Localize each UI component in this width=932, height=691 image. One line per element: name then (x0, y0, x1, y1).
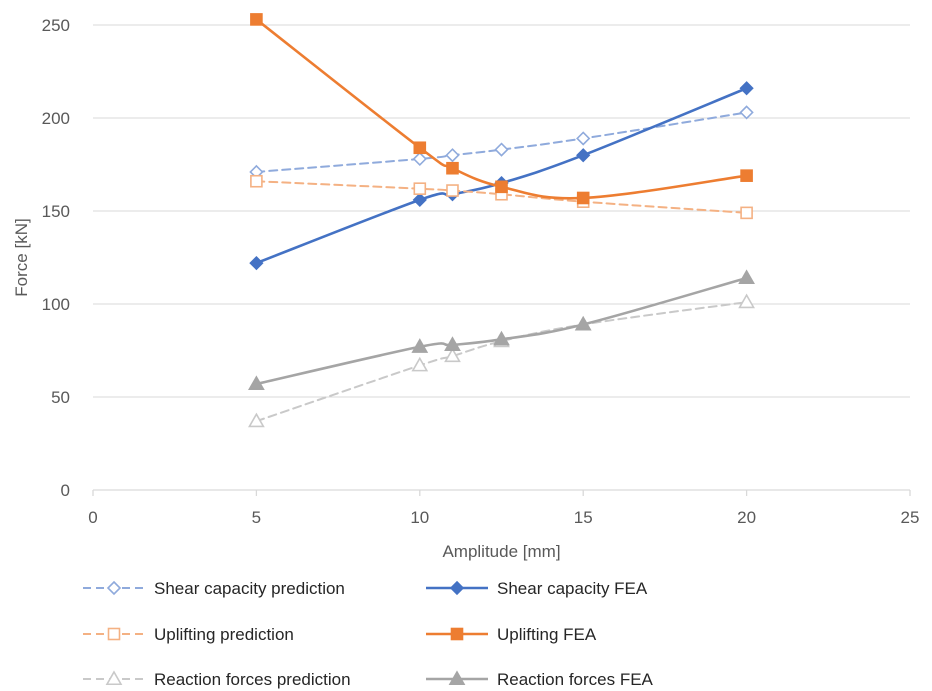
data-point-marker (413, 182, 427, 195)
data-point-marker (412, 151, 427, 167)
data-point-marker (739, 81, 754, 96)
data-point-marker (576, 191, 590, 205)
gridlines (93, 24, 910, 398)
x-tick-label: 0 (88, 508, 97, 527)
series-line (255, 111, 748, 173)
data-point-marker (105, 670, 123, 686)
series-group (248, 13, 755, 428)
data-point-marker (495, 180, 508, 194)
data-point-marker (574, 315, 592, 331)
legend: Shear capacity prediction Shear capacity … (83, 579, 654, 689)
legend-label: Uplifting prediction (154, 625, 294, 644)
data-point-marker (450, 627, 464, 641)
axes: 0 50 100 150 200 250 0 5 10 15 20 25 Amplitude [mm] F… (12, 16, 919, 561)
y-tick-label: 50 (51, 388, 70, 407)
legend-label: Uplifting FEA (497, 625, 597, 644)
series-line (255, 18, 748, 200)
series-line (255, 276, 748, 386)
y-tick-label: 150 (42, 202, 70, 221)
data-point-marker (445, 148, 460, 163)
legend-item: Reaction forces prediction (83, 670, 351, 689)
legend-item: Uplifting FEA (426, 625, 597, 644)
y-tick-label: 200 (42, 109, 70, 128)
x-axis-title: Amplitude [mm] (442, 542, 560, 561)
data-point-marker (738, 269, 755, 285)
data-point-marker (446, 161, 459, 175)
y-axis-title: Force [kN] (12, 218, 31, 296)
series-reaction-forces-fea (248, 269, 755, 391)
data-point-marker (107, 627, 121, 641)
series-shear-capacity-prediction (249, 105, 754, 180)
y-tick-label: 0 (61, 481, 70, 500)
data-point-marker (413, 141, 427, 155)
data-point-marker (740, 169, 753, 182)
data-point-marker (449, 580, 465, 596)
data-point-marker (250, 13, 263, 26)
series-line (255, 86, 748, 265)
data-point-marker (493, 330, 510, 346)
data-point-marker (412, 192, 427, 207)
data-point-marker (494, 142, 509, 157)
data-point-marker (576, 148, 591, 163)
series-shear-capacity-fea (249, 81, 754, 271)
legend-item: Reaction forces FEA (426, 670, 654, 689)
data-point-marker (248, 375, 265, 391)
data-point-marker (248, 412, 265, 428)
legend-item: Shear capacity FEA (426, 579, 648, 598)
x-tick-label: 20 (737, 508, 756, 527)
legend-item: Uplifting prediction (83, 625, 294, 644)
y-tick-label: 100 (42, 295, 70, 314)
x-tick-label: 5 (252, 508, 261, 527)
legend-label: Shear capacity FEA (497, 579, 648, 598)
data-point-marker (739, 105, 754, 120)
data-point-marker (738, 293, 755, 309)
data-point-marker (446, 184, 459, 197)
data-point-marker (249, 255, 264, 271)
y-tick-label: 250 (42, 16, 70, 35)
data-point-marker (576, 131, 591, 146)
data-point-marker (444, 347, 461, 363)
data-point-marker (106, 580, 122, 596)
series-line (255, 301, 748, 423)
series-reaction-forces-prediction (248, 293, 755, 428)
data-point-marker (444, 336, 461, 351)
series-uplifting-fea (250, 13, 753, 205)
x-tick-label: 10 (410, 508, 429, 527)
legend-label: Reaction forces prediction (154, 670, 351, 689)
legend-label: Reaction forces FEA (497, 670, 654, 689)
data-point-marker (411, 338, 429, 353)
data-point-marker (740, 206, 753, 220)
legend-item: Shear capacity prediction (83, 579, 345, 598)
data-point-marker (250, 174, 263, 188)
legend-label: Shear capacity prediction (154, 579, 345, 598)
series-line (255, 180, 748, 214)
data-point-marker (411, 356, 429, 372)
x-tick-label: 15 (574, 508, 593, 527)
data-point-marker (448, 670, 466, 686)
x-tick-label: 25 (901, 508, 920, 527)
